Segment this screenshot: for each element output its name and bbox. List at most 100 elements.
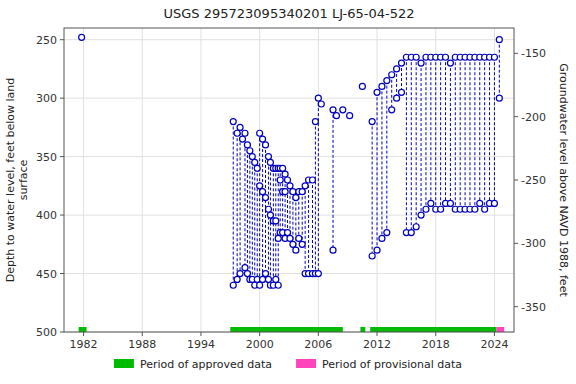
point	[244, 142, 250, 148]
point	[428, 200, 434, 206]
point	[496, 95, 502, 101]
point	[347, 113, 353, 119]
grid-line-y	[64, 273, 514, 274]
point	[265, 154, 271, 160]
point	[230, 282, 236, 288]
point	[496, 37, 502, 43]
point	[491, 200, 497, 206]
y2-tick	[514, 306, 518, 307]
point	[418, 212, 424, 218]
point	[257, 130, 263, 136]
point	[277, 177, 283, 183]
y-tick-label: 300	[36, 92, 57, 105]
point	[267, 159, 273, 165]
point	[242, 130, 248, 136]
point	[438, 206, 444, 212]
point	[244, 271, 250, 277]
range-line	[416, 57, 417, 227]
point	[275, 282, 281, 288]
y2-tick-label: -150	[521, 47, 546, 60]
point	[237, 124, 243, 130]
range-line	[386, 81, 387, 233]
grid-line-x	[200, 28, 201, 332]
point	[315, 95, 321, 101]
point	[389, 72, 395, 78]
point	[389, 107, 395, 113]
y-tick-label: 450	[36, 268, 57, 281]
point	[293, 247, 299, 253]
point	[374, 89, 380, 95]
x-tick	[83, 332, 84, 336]
point	[379, 83, 385, 89]
y2-tick	[514, 243, 518, 244]
point	[260, 276, 266, 282]
period-bar	[496, 327, 504, 332]
x-tick-label: 1994	[187, 338, 215, 351]
point	[423, 206, 429, 212]
range-line	[455, 57, 456, 209]
range-line	[278, 168, 279, 285]
point	[242, 265, 248, 271]
x-tick-label: 1982	[70, 338, 98, 351]
grid-line-x	[494, 28, 495, 332]
point	[447, 60, 453, 66]
point	[315, 271, 321, 277]
range-line	[494, 57, 495, 203]
legend-label: Period of provisional data	[322, 358, 462, 371]
range-line	[401, 63, 402, 92]
point	[237, 271, 243, 277]
point	[318, 101, 324, 107]
point	[369, 253, 375, 259]
range-line	[285, 174, 286, 238]
y2-tick-label: -300	[521, 237, 546, 250]
y2-axis-label: Groundwater level above NAVD 1988, feet	[557, 63, 570, 297]
range-line	[252, 157, 253, 280]
grid-line-y	[64, 156, 514, 157]
grid-line-x	[318, 28, 319, 332]
range-line	[465, 57, 466, 209]
point	[408, 230, 414, 236]
x-tick-label: 2018	[422, 338, 450, 351]
range-line	[381, 86, 382, 238]
range-line	[259, 133, 260, 285]
y2-tick	[514, 53, 518, 54]
point	[260, 136, 266, 142]
point	[273, 218, 279, 224]
point	[260, 189, 266, 195]
point	[379, 235, 385, 241]
range-line	[469, 57, 470, 209]
x-tick-label: 2006	[304, 338, 332, 351]
point	[252, 159, 258, 165]
point	[285, 177, 291, 183]
point	[263, 195, 269, 201]
range-line	[305, 186, 306, 274]
y-axis-label-line: surface	[17, 159, 30, 200]
range-line	[489, 57, 490, 203]
x-tick	[142, 332, 143, 336]
point	[374, 247, 380, 253]
y-tick-label: 250	[36, 34, 57, 47]
grid-line-y	[64, 39, 514, 40]
legend-swatch	[114, 359, 134, 368]
y-tick-label: 400	[36, 209, 57, 222]
grid-line-x	[83, 28, 84, 332]
point	[247, 148, 253, 154]
range-line	[315, 122, 316, 274]
range-line	[406, 57, 407, 232]
y-tick	[60, 332, 64, 333]
point	[418, 60, 424, 66]
point	[282, 171, 288, 177]
range-line	[273, 168, 274, 285]
point	[79, 34, 85, 40]
point	[267, 212, 273, 218]
point	[369, 119, 375, 125]
point	[230, 119, 236, 125]
grid	[64, 28, 514, 332]
y-axis-label-line: Depth to water level, feet below land	[4, 78, 17, 283]
plot-frame	[64, 28, 514, 332]
legend-item: Period of approved data	[114, 358, 272, 371]
x-tick-label: 2000	[246, 338, 274, 351]
y-tick	[60, 39, 64, 40]
range-line	[377, 92, 378, 250]
point	[234, 276, 240, 282]
